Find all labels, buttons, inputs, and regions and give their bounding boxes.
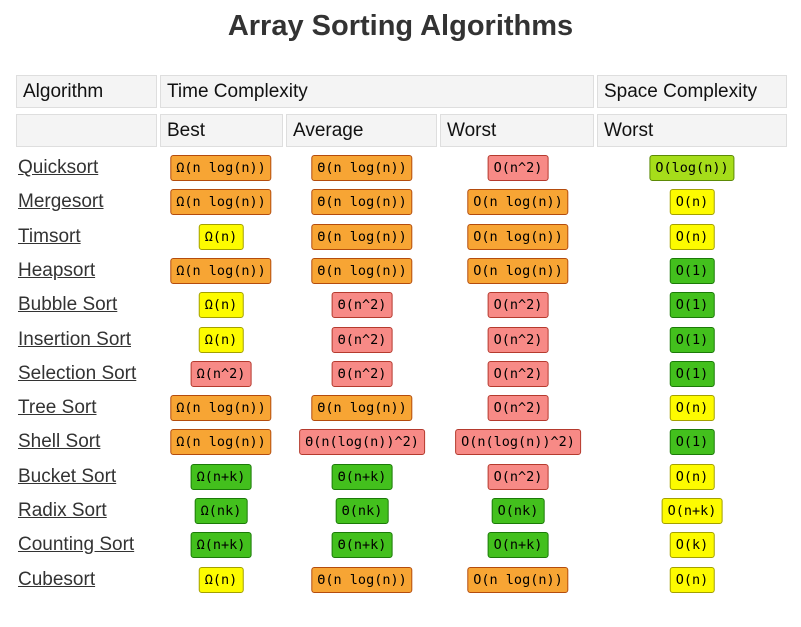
- average-complexity-badge: Θ(n log(n)): [311, 257, 413, 284]
- header-space-worst: Worst: [597, 114, 787, 147]
- best-complexity-badge: Ω(n^2): [190, 360, 252, 387]
- worst-complexity-badge: O(n^2): [487, 155, 549, 181]
- best-complexity-badge: Ω(n): [198, 326, 244, 353]
- worst-complexity-badge: O(n log(n)): [467, 189, 569, 216]
- average-complexity-badge: Θ(n+k): [331, 532, 393, 559]
- algorithm-link[interactable]: Insertion Sort: [18, 328, 131, 350]
- algorithm-link[interactable]: Mergesort: [18, 191, 104, 213]
- worst-complexity-badge: O(n(log(n))^2): [455, 429, 581, 456]
- best-complexity-badge: Ω(n log(n)): [170, 257, 272, 284]
- header-blank: [16, 114, 157, 147]
- average-complexity-badge: Θ(n log(n)): [311, 395, 413, 422]
- algorithm-link[interactable]: Selection Sort: [18, 362, 137, 384]
- average-complexity-badge: Θ(n+k): [331, 463, 393, 490]
- header-best: Best: [160, 114, 283, 147]
- space-worst-complexity-badge: O(n+k): [661, 498, 723, 524]
- best-complexity-badge: Ω(n+k): [190, 532, 252, 559]
- average-complexity-badge: Θ(n(log(n))^2): [299, 429, 425, 456]
- header-worst: Worst: [440, 114, 594, 147]
- best-complexity-badge: Ω(n): [198, 223, 244, 250]
- average-complexity-badge: Θ(n log(n)): [311, 189, 413, 216]
- algorithm-link[interactable]: Heapsort: [18, 259, 96, 281]
- space-worst-complexity-badge: O(n): [669, 223, 715, 250]
- worst-complexity-badge: O(n log(n)): [467, 566, 569, 593]
- best-complexity-badge: Ω(n): [198, 292, 244, 319]
- best-complexity-badge: Ω(n log(n)): [170, 395, 272, 422]
- best-complexity-badge: Ω(n): [198, 566, 244, 593]
- space-worst-complexity-badge: O(1): [669, 292, 715, 319]
- average-complexity-badge: Θ(nk): [335, 498, 389, 524]
- header-time-complexity: Time Complexity: [160, 75, 594, 108]
- space-worst-complexity-badge: O(1): [669, 326, 715, 353]
- space-worst-complexity-badge: O(log(n)): [649, 155, 735, 181]
- algorithm-link[interactable]: Timsort: [18, 225, 81, 247]
- worst-complexity-badge: O(n^2): [487, 463, 549, 490]
- worst-complexity-badge: O(n log(n)): [467, 257, 569, 284]
- worst-complexity-badge: O(n+k): [487, 532, 549, 559]
- average-complexity-badge: Θ(n log(n)): [311, 155, 413, 181]
- algorithm-link[interactable]: Cubesort: [18, 568, 96, 590]
- space-worst-complexity-badge: O(n): [669, 566, 715, 593]
- algorithm-link[interactable]: Quicksort: [18, 157, 99, 178]
- space-worst-complexity-badge: O(n): [669, 395, 715, 422]
- space-worst-complexity-badge: O(k): [669, 532, 715, 559]
- space-worst-complexity-badge: O(1): [669, 257, 715, 284]
- algorithm-link[interactable]: Bucket Sort: [18, 465, 117, 487]
- worst-complexity-badge: O(n^2): [487, 395, 549, 422]
- page-title: Array Sorting Algorithms: [227, 10, 574, 42]
- algorithm-link[interactable]: Shell Sort: [18, 431, 101, 453]
- average-complexity-badge: Θ(n^2): [331, 292, 393, 319]
- algorithm-link[interactable]: Radix Sort: [18, 500, 107, 521]
- worst-complexity-badge: O(n^2): [487, 360, 549, 387]
- average-complexity-badge: Θ(n log(n)): [311, 223, 413, 250]
- average-complexity-badge: Θ(n^2): [331, 326, 393, 353]
- algorithm-link[interactable]: Counting Sort: [18, 534, 135, 556]
- best-complexity-badge: Ω(n log(n)): [170, 429, 272, 456]
- best-complexity-badge: Ω(nk): [194, 498, 248, 524]
- average-complexity-badge: Θ(n log(n)): [311, 566, 413, 593]
- worst-complexity-badge: O(n log(n)): [467, 223, 569, 250]
- header-space-complexity: Space Complexity: [597, 75, 787, 108]
- header-algorithm: Algorithm: [16, 75, 157, 108]
- average-complexity-badge: Θ(n^2): [331, 360, 393, 387]
- best-complexity-badge: Ω(n+k): [190, 463, 252, 490]
- best-complexity-badge: Ω(n log(n)): [170, 155, 272, 181]
- worst-complexity-badge: O(nk): [491, 498, 545, 524]
- space-worst-complexity-badge: O(n): [669, 463, 715, 490]
- worst-complexity-badge: O(n^2): [487, 292, 549, 319]
- space-worst-complexity-badge: O(n): [669, 189, 715, 216]
- header-average: Average: [286, 114, 437, 147]
- space-worst-complexity-badge: O(1): [669, 429, 715, 456]
- best-complexity-badge: Ω(n log(n)): [170, 189, 272, 216]
- space-worst-complexity-badge: O(1): [669, 360, 715, 387]
- algorithm-link[interactable]: Bubble Sort: [18, 294, 118, 316]
- worst-complexity-badge: O(n^2): [487, 326, 549, 353]
- algorithm-link[interactable]: Tree Sort: [18, 397, 97, 419]
